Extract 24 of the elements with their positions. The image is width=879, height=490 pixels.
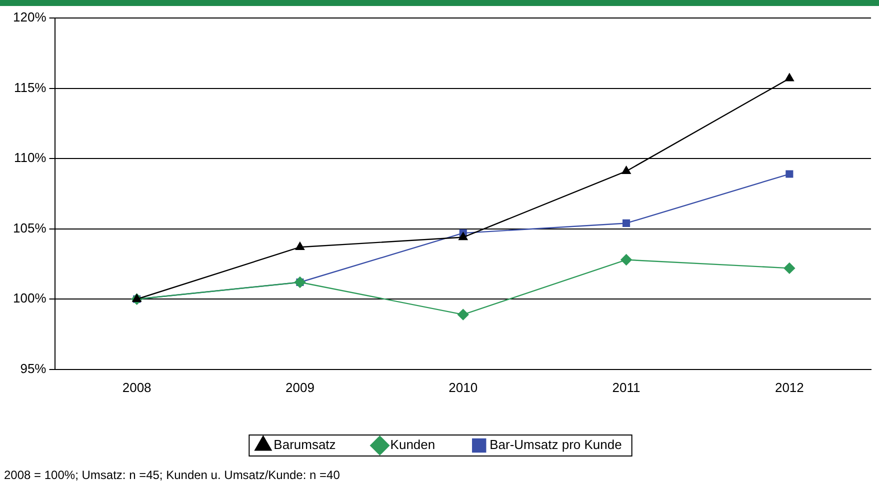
- point: [622, 166, 631, 174]
- point: [784, 262, 796, 274]
- y-tick-label: 110%: [14, 150, 47, 166]
- x-tick-label: 2010: [448, 380, 478, 395]
- point: [622, 219, 630, 227]
- text: 2008 = 100%; Umsatz: n =45; Kunden u. Umsatz/Kunde: n =40: [4, 468, 340, 482]
- x-tick-label: 2008: [122, 380, 152, 395]
- legend-label: Barumsatz: [274, 437, 336, 452]
- y-tick-label: 115%: [14, 80, 47, 95]
- legend-label: Kunden: [390, 437, 436, 452]
- y-tick-label: 95%: [20, 360, 47, 376]
- legend-label: Bar-Umsatz pro Kunde: [490, 437, 622, 452]
- x-tick-label: 2012: [774, 380, 804, 395]
- point: [295, 242, 304, 250]
- x-tick-label: 2011: [612, 380, 640, 395]
- x-tick-label: 2009: [286, 380, 314, 395]
- y-tick-label: 100%: [13, 290, 47, 306]
- point: [620, 254, 632, 266]
- point: [784, 73, 794, 82]
- point: [458, 308, 469, 320]
- y-tick-label: 120%: [13, 10, 47, 25]
- y-tick-label: 105%: [13, 220, 47, 236]
- point: [458, 232, 468, 240]
- point: [786, 170, 794, 178]
